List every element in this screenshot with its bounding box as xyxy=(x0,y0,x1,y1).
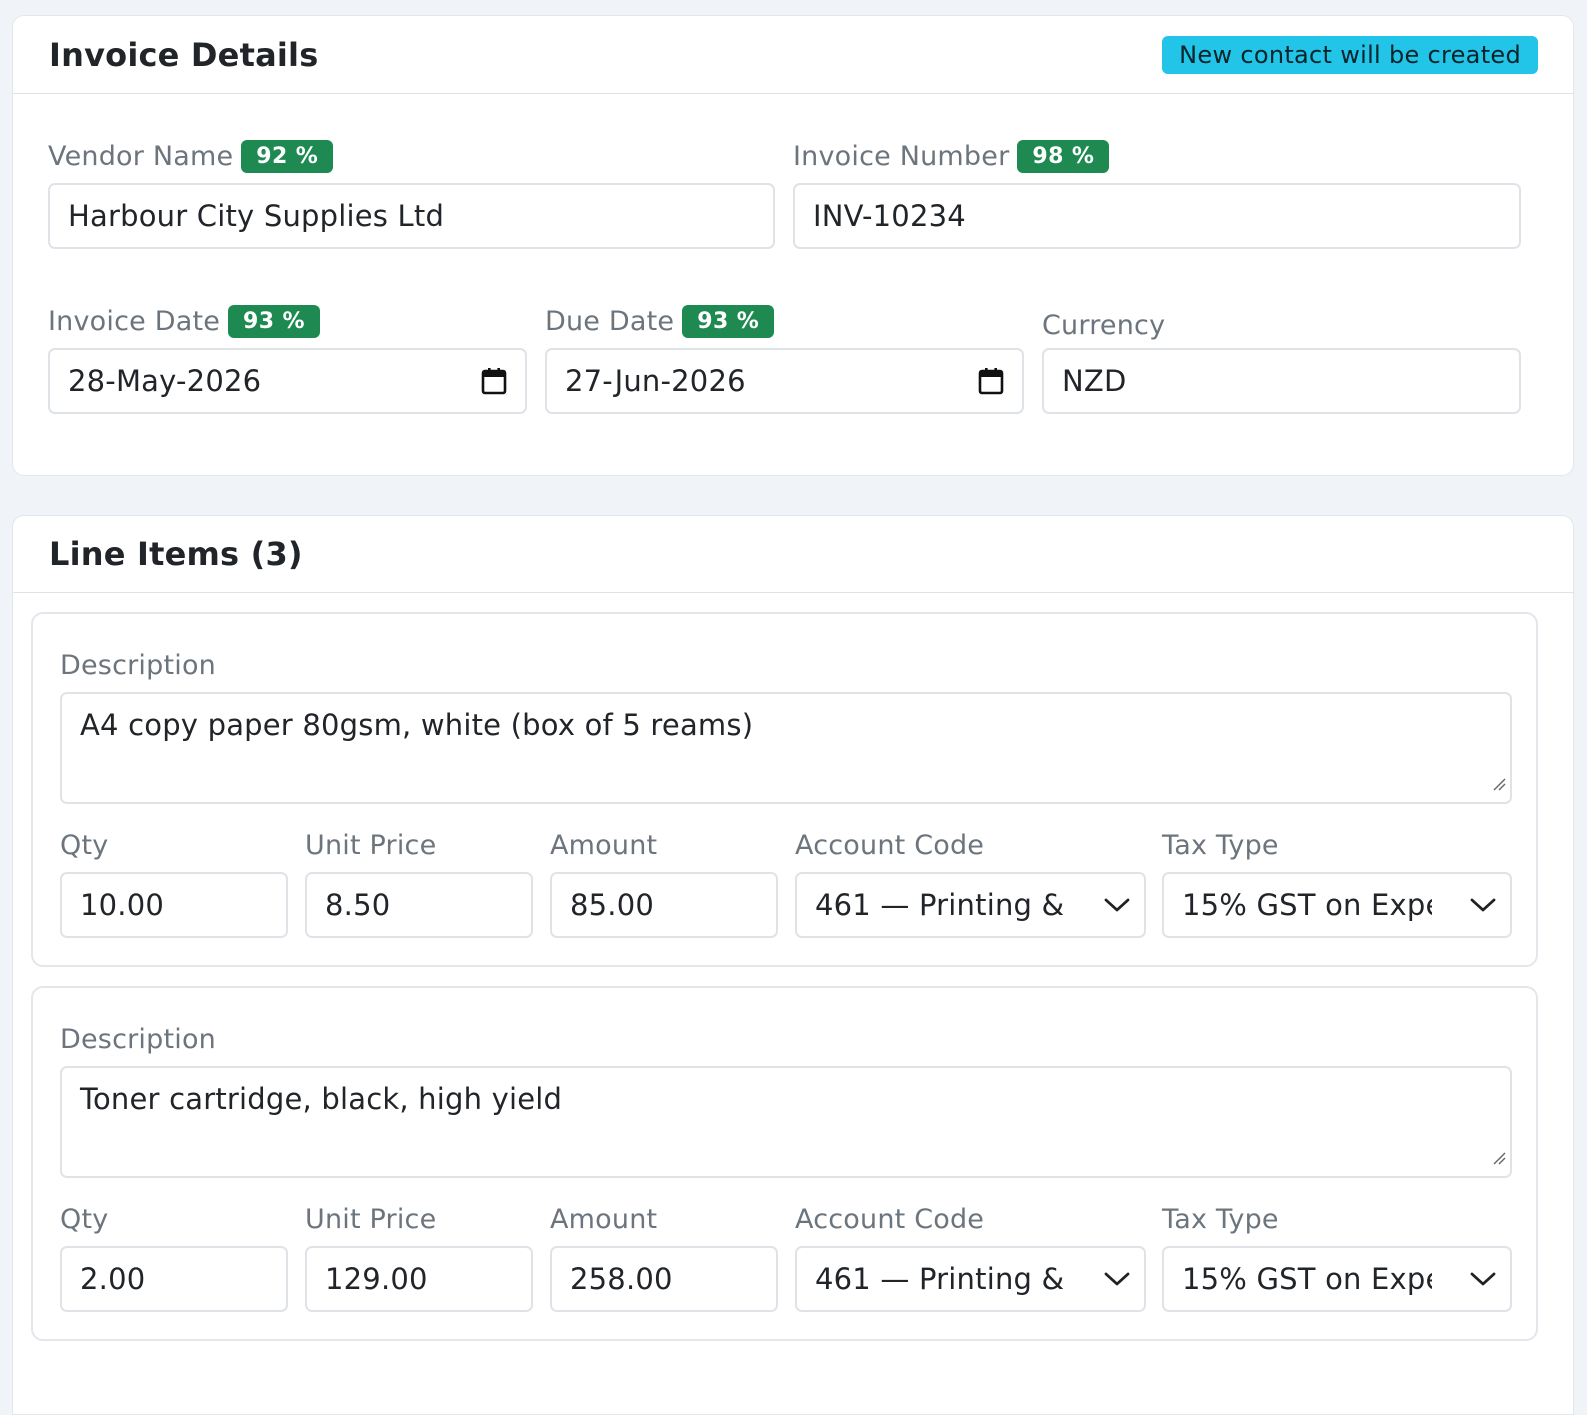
tax-type-select[interactable]: 15% GST on Expenses xyxy=(1162,872,1512,938)
unit-price-input[interactable]: 129.00 xyxy=(305,1246,533,1312)
invoice-date-confidence-badge: 93 % xyxy=(228,305,320,338)
tax-type-select[interactable]: 15% GST on Expenses xyxy=(1162,1246,1512,1312)
description-label: Description xyxy=(60,650,216,681)
invoice-details-title: Invoice Details xyxy=(49,35,319,74)
amount-input[interactable]: 258.00 xyxy=(550,1246,778,1312)
amount-input[interactable]: 85.00 xyxy=(550,872,778,938)
unit-price-label: Unit Price xyxy=(305,1204,437,1235)
calendar-icon[interactable] xyxy=(481,367,507,395)
invoice-date-label-text: Invoice Date xyxy=(48,306,221,337)
amount-value: 85.00 xyxy=(570,888,655,922)
line-items-card: Line Items (3) Description A4 copy paper… xyxy=(12,515,1574,1415)
qty-input[interactable]: 2.00 xyxy=(60,1246,288,1312)
account-code-label: Account Code xyxy=(795,1204,985,1235)
description-textarea[interactable]: Toner cartridge, black, high yield xyxy=(60,1066,1512,1178)
qty-value: 10.00 xyxy=(80,888,165,922)
line-items-title: Line Items (3) xyxy=(49,535,303,573)
unit-price-label: Unit Price xyxy=(305,830,437,861)
due-date-input[interactable]: 27-Jun-2026 xyxy=(545,348,1024,414)
vendor-name-confidence-badge: 92 % xyxy=(241,140,334,173)
account-code-select[interactable]: 461 — Printing & Stationery xyxy=(795,1246,1146,1312)
invoice-details-header: Invoice Details New contact will be crea… xyxy=(13,16,1573,94)
invoice-number-confidence-badge: 98 % xyxy=(1017,140,1110,173)
line-item-card: Description A4 copy paper 80gsm, white (… xyxy=(31,612,1538,967)
due-date-label: Due Date 93 % xyxy=(545,305,775,338)
line-items-header: Line Items (3) xyxy=(13,516,1573,593)
vendor-name-label-text: Vendor Name xyxy=(48,141,234,172)
unit-price-value: 129.00 xyxy=(325,1262,428,1296)
amount-value: 258.00 xyxy=(570,1262,673,1296)
resize-grip-icon[interactable] xyxy=(1492,1138,1506,1172)
currency-value: NZD xyxy=(1062,364,1127,398)
qty-value: 2.00 xyxy=(80,1262,146,1296)
qty-input[interactable]: 10.00 xyxy=(60,872,288,938)
invoice-date-input[interactable]: 28-May-2026 xyxy=(48,348,527,414)
invoice-date-value: 28-May-2026 xyxy=(68,364,262,398)
currency-label-text: Currency xyxy=(1042,309,1166,341)
currency-input[interactable]: NZD xyxy=(1042,348,1521,414)
invoice-details-card: Invoice Details New contact will be crea… xyxy=(12,15,1574,476)
qty-label: Qty xyxy=(60,1204,109,1235)
new-contact-badge: New contact will be created xyxy=(1162,35,1538,74)
unit-price-value: 8.50 xyxy=(325,888,391,922)
description-value: Toner cartridge, black, high yield xyxy=(80,1082,563,1116)
description-value: A4 copy paper 80gsm, white (box of 5 rea… xyxy=(80,708,754,742)
tax-type-label: Tax Type xyxy=(1162,830,1279,861)
vendor-name-value: Harbour City Supplies Ltd xyxy=(68,199,445,233)
tax-type-value: 15% GST on Expenses xyxy=(1182,1262,1432,1296)
invoice-number-value: INV-10234 xyxy=(813,199,966,233)
due-date-confidence-badge: 93 % xyxy=(682,305,775,338)
line-item-card: Description Toner cartridge, black, high… xyxy=(31,986,1538,1341)
unit-price-input[interactable]: 8.50 xyxy=(305,872,533,938)
calendar-icon[interactable] xyxy=(978,367,1004,395)
qty-label: Qty xyxy=(60,830,109,861)
amount-label: Amount xyxy=(550,1204,658,1235)
description-label: Description xyxy=(60,1024,216,1055)
invoice-number-label-text: Invoice Number xyxy=(793,141,1010,172)
account-code-value: 461 — Printing & Stationery xyxy=(815,888,1071,922)
vendor-name-input[interactable]: Harbour City Supplies Ltd xyxy=(48,183,775,249)
chevron-down-icon xyxy=(1104,1271,1130,1287)
invoice-number-input[interactable]: INV-10234 xyxy=(793,183,1521,249)
description-textarea[interactable]: A4 copy paper 80gsm, white (box of 5 rea… xyxy=(60,692,1512,804)
chevron-down-icon xyxy=(1104,897,1130,913)
chevron-down-icon xyxy=(1470,1271,1496,1287)
account-code-value: 461 — Printing & Stationery xyxy=(815,1262,1071,1296)
vendor-name-label: Vendor Name 92 % xyxy=(48,140,334,173)
invoice-date-label: Invoice Date 93 % xyxy=(48,305,320,338)
tax-type-value: 15% GST on Expenses xyxy=(1182,888,1432,922)
account-code-label: Account Code xyxy=(795,830,985,861)
chevron-down-icon xyxy=(1470,897,1496,913)
due-date-label-text: Due Date xyxy=(545,306,675,337)
tax-type-label: Tax Type xyxy=(1162,1204,1279,1235)
due-date-value: 27-Jun-2026 xyxy=(565,364,746,398)
account-code-select[interactable]: 461 — Printing & Stationery xyxy=(795,872,1146,938)
currency-label: Currency xyxy=(1042,305,1165,345)
resize-grip-icon[interactable] xyxy=(1492,764,1506,798)
amount-label: Amount xyxy=(550,830,658,861)
invoice-number-label: Invoice Number 98 % xyxy=(793,140,1110,173)
